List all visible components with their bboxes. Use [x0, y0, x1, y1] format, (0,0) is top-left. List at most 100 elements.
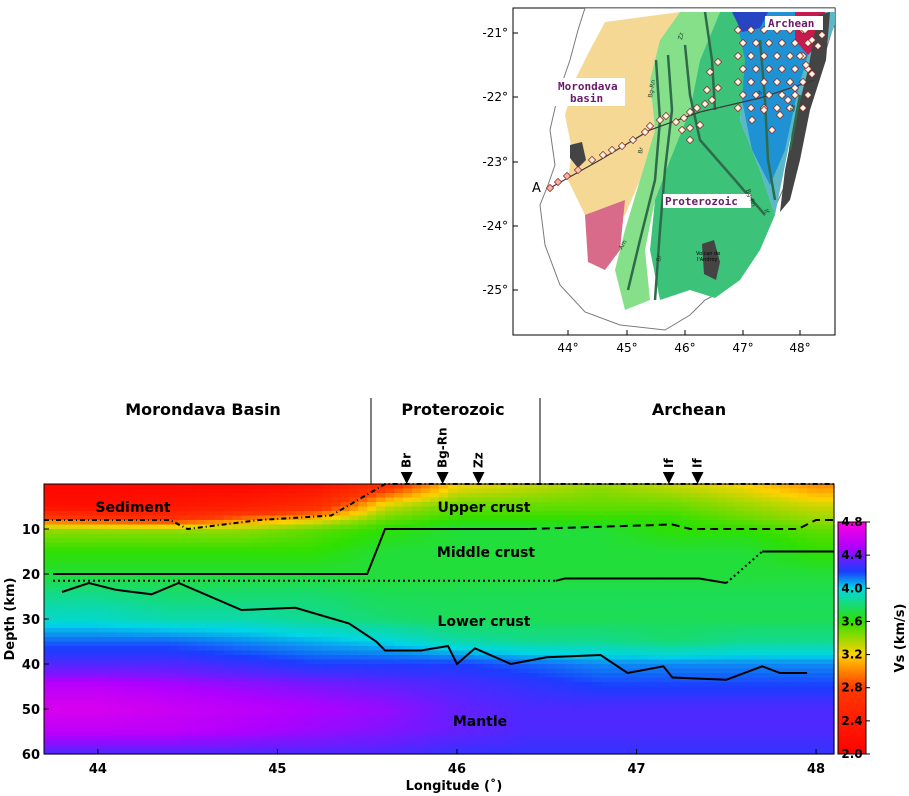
heatmap-cell	[663, 637, 674, 643]
heatmap-cell	[636, 686, 647, 692]
heatmap-cell	[699, 677, 709, 683]
heatmap-cell	[61, 646, 72, 652]
heatmap-cell	[304, 713, 314, 719]
heatmap-cell	[304, 722, 314, 728]
heatmap-cell	[394, 484, 404, 490]
heatmap-cell	[115, 686, 126, 692]
heatmap-cell	[492, 641, 503, 647]
heatmap-cell	[286, 650, 296, 656]
heatmap-cell	[115, 502, 126, 508]
heatmap-cell	[582, 677, 593, 683]
heatmap-cell	[537, 682, 548, 688]
heatmap-cell	[528, 700, 539, 706]
heatmap-cell	[807, 691, 817, 697]
heatmap-cell	[223, 515, 234, 521]
heatmap-cell	[564, 610, 575, 616]
heatmap-cell	[142, 614, 153, 620]
heatmap-cell	[79, 497, 90, 503]
heatmap-cell	[241, 515, 252, 521]
heatmap-cell	[340, 488, 350, 494]
heatmap-cell	[259, 551, 270, 557]
heatmap-cell	[681, 551, 691, 557]
heatmap-cell	[133, 619, 144, 625]
heatmap-cell	[52, 641, 63, 647]
heatmap-cell	[151, 529, 162, 535]
heatmap-cell	[268, 655, 279, 661]
heatmap-cell	[465, 560, 476, 566]
heatmap-cell	[196, 592, 207, 598]
heatmap-cell	[789, 569, 799, 575]
heatmap-cell	[385, 596, 395, 602]
heatmap-cell	[744, 587, 754, 593]
heatmap-cell	[798, 520, 808, 526]
heatmap-cell	[798, 569, 808, 575]
heatmap-cell	[358, 556, 368, 562]
heatmap-cell	[403, 691, 413, 697]
heatmap-cell	[160, 511, 171, 517]
heatmap-cell	[61, 664, 72, 670]
heatmap-cell	[178, 520, 189, 526]
heatmap-cell	[124, 587, 135, 593]
heatmap-cell	[97, 713, 108, 719]
heatmap-cell	[465, 691, 476, 697]
heatmap-cell	[789, 560, 799, 566]
heatmap-cell	[483, 565, 494, 571]
heatmap-cell	[178, 502, 189, 508]
heatmap-cell	[519, 623, 530, 629]
heatmap-cell	[151, 502, 162, 508]
heatmap-cell	[537, 488, 548, 494]
heatmap-cell	[465, 637, 476, 643]
heatmap-cell	[259, 520, 270, 526]
heatmap-cell	[591, 682, 602, 688]
heatmap-cell	[403, 695, 413, 701]
heatmap-cell	[268, 668, 279, 674]
heatmap-cell	[250, 605, 261, 611]
heatmap-cell	[645, 497, 656, 503]
heatmap-cell	[232, 587, 243, 593]
heatmap-cell	[250, 560, 261, 566]
heatmap-cell	[528, 520, 539, 526]
heatmap-cell	[205, 655, 216, 661]
heatmap-cell	[349, 601, 359, 607]
heatmap-cell	[681, 569, 691, 575]
heatmap-cell	[717, 542, 727, 548]
heatmap-cell	[573, 538, 584, 544]
heatmap-cell	[178, 700, 189, 706]
heatmap-cell	[744, 502, 754, 508]
heatmap-cell	[367, 565, 377, 571]
heatmap-cell	[223, 713, 234, 719]
heatmap-cell	[340, 673, 350, 679]
heatmap-cell	[510, 488, 521, 494]
heatmap-cell	[609, 619, 620, 625]
heatmap-cell	[510, 520, 521, 526]
heatmap-cell	[501, 646, 512, 652]
heatmap-cell	[295, 556, 305, 562]
heatmap-cell	[322, 713, 332, 719]
heatmap-cell	[340, 668, 350, 674]
heatmap-cell	[483, 677, 494, 683]
heatmap-cell	[465, 488, 476, 494]
heatmap-cell	[277, 691, 287, 697]
heatmap-cell	[241, 632, 252, 638]
heatmap-cell	[663, 650, 674, 656]
heatmap-cell	[591, 713, 602, 719]
heatmap-cell	[367, 641, 377, 647]
heatmap-cell	[465, 700, 476, 706]
heatmap-cell	[106, 574, 117, 580]
heatmap-cell	[115, 668, 126, 674]
heatmap-cell	[627, 614, 638, 620]
heatmap-cell	[44, 646, 54, 652]
heatmap-cell	[70, 605, 81, 611]
heatmap-cell	[376, 718, 386, 724]
heatmap-cell	[430, 547, 440, 553]
heatmap-cell	[564, 488, 575, 494]
heatmap-cell	[663, 704, 674, 710]
heatmap-cell	[376, 493, 386, 499]
heatmap-cell	[295, 650, 305, 656]
heatmap-cell	[97, 619, 108, 625]
heatmap-cell	[717, 574, 727, 580]
heatmap-cell	[798, 673, 808, 679]
heatmap-cell	[465, 641, 476, 647]
heatmap-cell	[582, 565, 593, 571]
heatmap-cell	[573, 556, 584, 562]
